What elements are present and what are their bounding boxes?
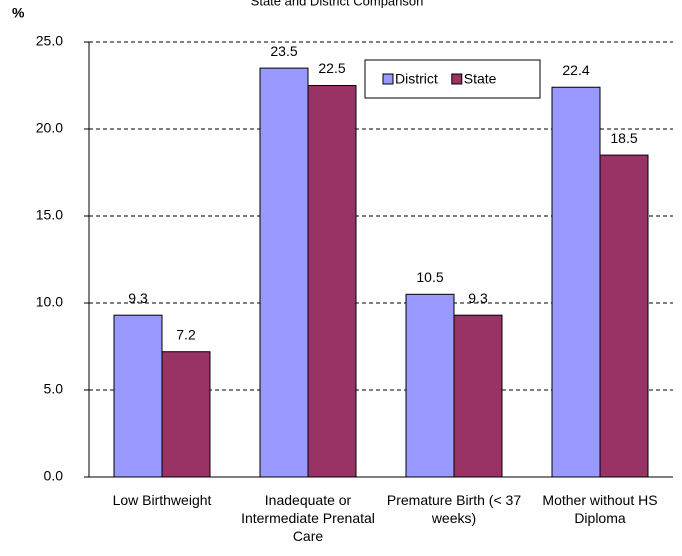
data-label: 23.5 [270,43,297,59]
data-label: 9.3 [128,290,148,306]
x-tick-label: Low Birthweight [112,492,212,508]
y-tick-label: 0.0 [44,468,64,484]
legend-label: District [395,71,438,87]
bar [405,293,455,478]
chart-title: State and District Comparison [251,0,424,8]
legend-label: State [464,71,497,87]
legend-swatch [382,73,394,85]
bar [453,314,503,478]
y-tick-label: 10.0 [36,294,63,310]
bar [113,314,163,478]
bar [551,86,601,478]
y-tick-label: 15.0 [36,207,63,223]
x-tick-label: Premature Birth (< 37 weeks) [386,492,522,526]
data-label: 7.2 [176,326,196,342]
data-label: 22.5 [318,60,345,76]
legend-swatch [451,73,463,85]
x-tick-label: Inadequate or Intermediate Prenatal Care [241,492,375,544]
y-tick-label: 5.0 [44,381,64,397]
y-tick-label: 20.0 [36,120,63,136]
bar [161,351,211,478]
bar [599,154,649,478]
data-label: 10.5 [416,269,443,285]
data-label: 18.5 [610,130,637,146]
y-axis-label: % [12,5,25,21]
x-tick-label: Mother without HS Diploma [542,492,658,526]
data-label: 22.4 [562,62,589,78]
data-label: 9.3 [468,290,488,306]
y-tick-label: 25.0 [36,33,63,49]
bar [259,67,309,478]
bar [307,85,357,478]
